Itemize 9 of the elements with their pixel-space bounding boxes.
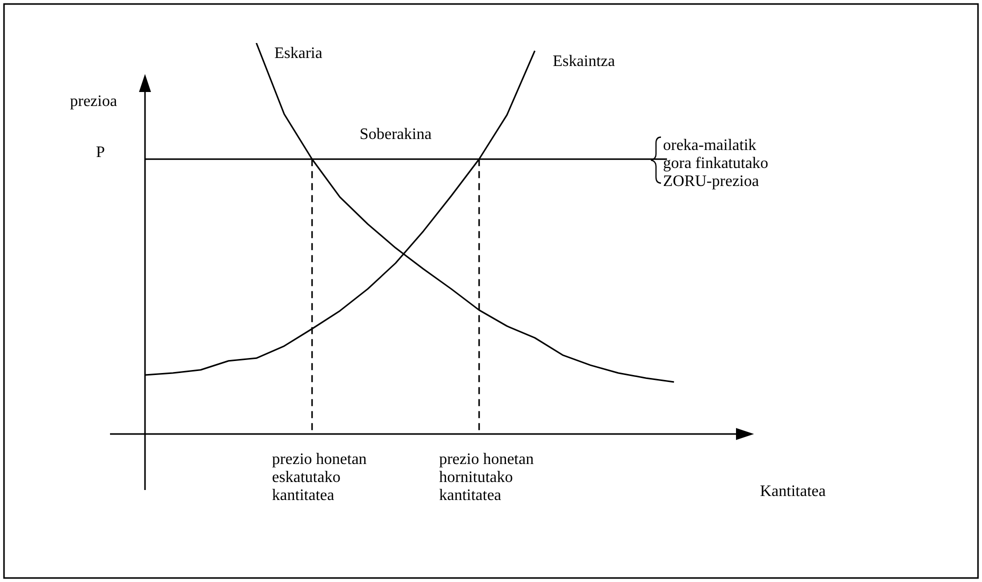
text: prezio honetan eskatutako kantitatea [272,451,367,504]
annotation: oreka-mailatik gora finkatutako ZORU-prezioa [663,137,768,190]
text: Kantitatea [760,483,826,500]
ref-line-label: P [96,144,105,162]
series-label: Eskaria [274,45,322,62]
annotation: Soberakina [360,126,432,144]
y-axis-title: prezioa [70,93,118,110]
series-label: Eskaintza [552,52,615,70]
text: prezio honetan hornitutako kantitatea [439,451,534,504]
